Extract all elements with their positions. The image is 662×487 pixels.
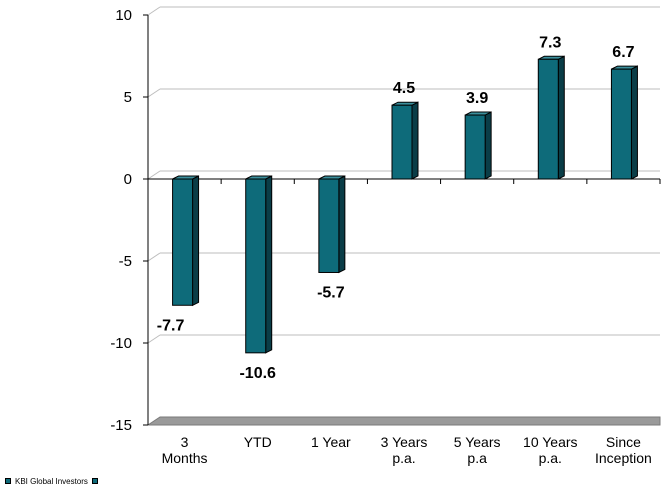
- data-label: 6.7: [612, 44, 634, 61]
- bar-side: [630, 65, 638, 180]
- bar-side: [484, 111, 492, 180]
- category-label: 10 Years p.a.: [523, 434, 578, 466]
- category-label-line: p.a: [467, 450, 487, 466]
- bar-side: [192, 175, 200, 307]
- bars: [172, 55, 638, 354]
- bar-side: [411, 101, 419, 180]
- legend: KBI Global Investors: [5, 475, 98, 487]
- gridline-connector: [147, 252, 161, 262]
- bar-front: [318, 178, 340, 273]
- bar: [318, 175, 346, 274]
- category-label-line: 1 Year: [311, 434, 351, 450]
- chart-floor: [146, 416, 661, 426]
- data-label: 7.3: [539, 34, 561, 51]
- legend-label: KBI Global Investors: [15, 476, 88, 486]
- gridline-connector: [147, 6, 161, 16]
- data-label: 3.9: [466, 90, 488, 107]
- gridline-connector: [147, 334, 161, 344]
- category-label-line: Since: [606, 434, 641, 450]
- category-label-line: p.a.: [392, 450, 415, 466]
- bar: [391, 101, 419, 180]
- y-tick-label: -15: [110, 417, 132, 434]
- bar-front: [610, 68, 632, 180]
- floor-plane: [146, 416, 661, 426]
- gridline-connector: [147, 170, 161, 180]
- data-label: -5.7: [317, 284, 345, 301]
- category-label-line: YTD: [244, 434, 272, 450]
- data-label: -7.7: [157, 317, 185, 334]
- data-label: -10.6: [239, 365, 276, 382]
- bar-front: [245, 178, 267, 354]
- y-tick-label: -5: [119, 253, 132, 270]
- y-tick-label: 5: [124, 89, 132, 106]
- bar-front: [391, 104, 413, 180]
- category-label: 1 Year: [311, 434, 351, 450]
- data-label: 4.5: [393, 80, 415, 97]
- y-tick-label: 10: [115, 7, 132, 24]
- legend-swatch-end: [91, 478, 98, 484]
- bar: [537, 55, 565, 180]
- y-tick-label: -10: [110, 335, 132, 352]
- bar: [464, 111, 492, 180]
- category-label-line: 5 Years: [454, 434, 501, 450]
- category-label-line: Inception: [595, 450, 652, 466]
- category-label-line: p.a.: [539, 450, 562, 466]
- bar-side: [338, 175, 346, 274]
- legend-swatch: [5, 478, 11, 484]
- category-label: Since Inception: [595, 434, 652, 466]
- bar: [172, 175, 200, 307]
- bar: [610, 65, 638, 180]
- bar-side: [557, 55, 565, 180]
- bar-front: [537, 58, 559, 180]
- category-label: 3 Months: [162, 434, 208, 466]
- gridline-connector: [147, 88, 161, 98]
- bar-side: [265, 175, 273, 354]
- category-label-line: Months: [162, 450, 208, 466]
- category-label-line: 3: [181, 434, 189, 450]
- category-label: YTD: [244, 434, 272, 450]
- category-label-line: 10 Years: [523, 434, 578, 450]
- category-label: 5 Years p.a: [454, 434, 501, 466]
- category-label-line: 3 Years: [381, 434, 428, 450]
- bar: [245, 175, 273, 354]
- category-label: 3 Years p.a.: [381, 434, 428, 466]
- bar-front: [464, 114, 486, 180]
- y-tick-label: 0: [124, 171, 132, 188]
- bar-front: [172, 178, 194, 306]
